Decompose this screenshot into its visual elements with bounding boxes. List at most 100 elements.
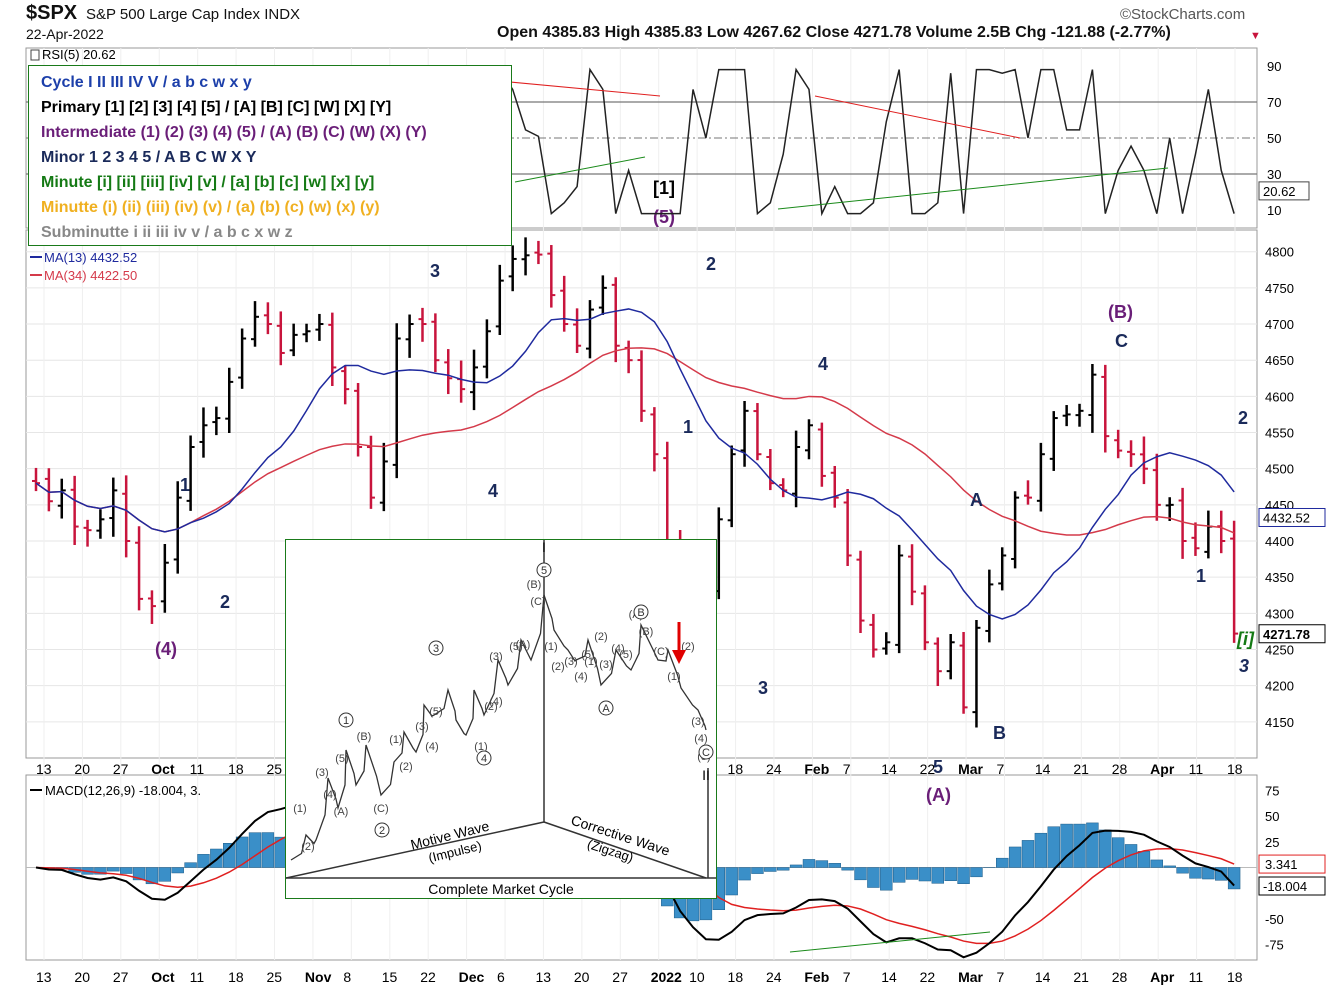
x-axis-label: 22 [920,761,936,777]
macd-histogram-bar [725,867,738,896]
price-tick-label: 4600 [1265,389,1294,404]
inset-circle-marker [598,700,614,716]
macd-histogram-bar [957,867,970,884]
rsi-value-tag [1258,181,1310,201]
rsi-tick-label: 10 [1267,203,1281,218]
macd-histogram-bar [1060,823,1073,868]
inset-wave-label-25: (4) [574,671,587,683]
macd-histogram-bar [854,867,867,881]
inset-circle-label-3: 3 [433,643,439,655]
macd-histogram-bar [970,867,983,878]
inset-wave-label-24: (3) [564,656,577,668]
macd-histogram-bar [944,867,957,882]
price-tick-label: 4250 [1265,643,1294,658]
x-axis-label-bottom: 11 [190,969,205,985]
macd-histogram-bar [802,859,816,868]
inset-title: Complete Market Cycle [428,881,574,897]
inset-wave-label-15: (2) [484,701,497,713]
macd-histogram-bar [94,867,107,875]
macd-tick-label: 25 [1265,835,1279,850]
wave-label-1: (4) [155,639,177,659]
rsi-panel-icon [30,49,40,61]
x-axis-label-bottom: 22 [420,969,436,985]
macd-histogram-bar [1034,832,1048,868]
down-arrow-icon: ▼ [1250,30,1261,42]
macd-histogram-bar [777,867,790,871]
x-axis-label: 18 [1227,761,1243,777]
inset-wave-label-29: (3) [599,659,612,671]
rsi-label: RSI(5) 20.62 [42,47,116,62]
wave-label-7: (5) [653,207,675,227]
rsi-value-text: 20.62 [1263,184,1296,199]
price-tick-label: 4550 [1265,426,1294,441]
inset-corrective-floor [543,821,707,879]
inset-circle-label-1: 1 [343,715,349,727]
rsi-trendline-lower-2 [777,167,1169,210]
inset-circle-marker [476,750,492,766]
macd-histogram-bar [1111,837,1125,868]
macd-tick-label: -75 [1265,938,1284,953]
x-axis-label-bottom: 24 [766,969,782,985]
macd-histogram-bar [171,867,184,874]
macd-histogram-bar [815,860,829,868]
macd-histogram-bar [996,857,1009,868]
inset-wave-label-5: (5) [335,753,348,765]
x-axis-label-bottom: Dec [459,969,485,985]
wave-label-8: 1 [683,417,693,437]
macd-histogram-bar [931,867,944,884]
inset-circle-marker [428,640,444,656]
macd-histogram-bar [184,862,197,868]
x-axis-label: Feb [804,761,829,777]
x-axis-label-bottom: 8 [343,969,351,985]
x-axis-label: 7 [996,761,1004,777]
x-axis-label: 24 [766,761,782,777]
x-axis-label-bottom: 20 [74,969,90,985]
x-axis-label-bottom: Apr [1150,969,1175,985]
inset-circle-marker [536,562,552,578]
macd-histogram-bar [223,843,236,868]
inset-motive-floor [285,821,545,879]
wave-label-17: C [1115,331,1128,351]
index-name-text: S&P 500 Large Cap Index [86,6,261,23]
inset-circle-marker [338,712,354,728]
inset-wave-label-18: (5) [509,641,522,653]
x-axis-label-bottom: 6 [497,969,505,985]
inset-roman-bottom: II [702,767,710,783]
macd-histogram-bar [905,867,919,880]
x-axis-label: 18 [728,761,744,777]
macd-tick-label: 75 [1265,783,1279,798]
price-tick-label: 4700 [1265,317,1294,332]
x-axis-label: 11 [1189,761,1204,777]
macd-histogram-bar [145,867,159,885]
inset-wave-label-19: (A) [516,639,531,651]
legend-row-2: Primary [1] [2] [3] [4] [5] / [A] [B] [C… [41,99,392,116]
x-axis-label: 11 [190,761,205,777]
inset-wave-path [290,594,707,861]
x-axis-label-bottom: Oct [151,969,175,985]
x-axis-label-bottom: 20 [574,969,590,985]
x-axis-label: 21 [1073,761,1089,777]
macd-histogram-bar [918,867,932,882]
x-axis-label-bottom: 18 [728,969,744,985]
x-axis-label: 28 [1112,761,1128,777]
x-axis-label-bottom: 13 [535,969,551,985]
inset-wave-label-2: (2) [301,841,314,853]
macd-histogram-bar [1047,826,1060,868]
inset-circle-marker [633,604,649,620]
x-axis-label-bottom: 11 [1189,969,1204,985]
macd-histogram-bar [751,867,764,874]
x-axis-label: 7 [843,761,851,777]
x-axis-label: 25 [267,761,283,777]
ma34-legend-label: MA(34) 4422.50 [44,268,137,283]
rsi-trendline-upper-2 [814,95,1021,139]
macd-histogram-bar [107,867,120,872]
x-axis-label-bottom: 7 [843,969,851,985]
macd-signal-tag [1258,854,1326,874]
inset-wave-label-17: (4) [489,696,502,708]
macd-histogram-bar [764,867,777,872]
legend-row-3: Intermediate (1) (2) (3) (4) (5) / (A) (… [41,124,427,141]
brand-watermark: ©StockCharts.com [1120,6,1246,23]
macd-histogram-bar [248,832,262,868]
inset-wave-label-4: (4) [323,789,336,801]
inset-wave-label-26: (5) [581,649,594,661]
